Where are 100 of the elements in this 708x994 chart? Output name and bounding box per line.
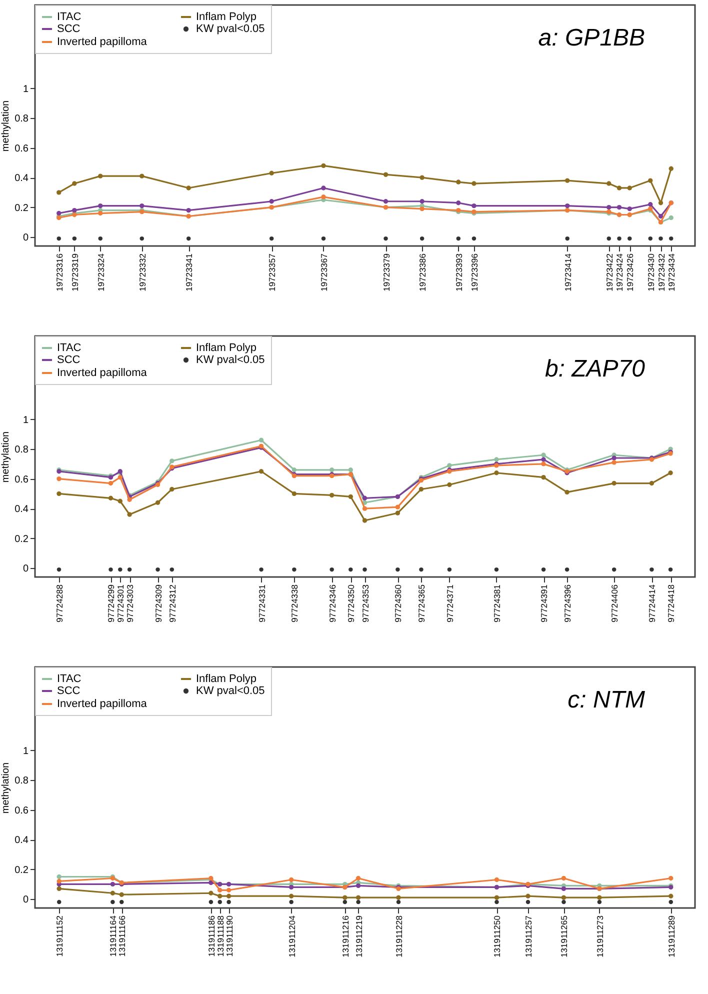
point — [472, 181, 476, 186]
text: c: NTM — [568, 686, 645, 714]
x-tick-label: 131911257 — [523, 915, 534, 958]
point — [186, 186, 191, 190]
y-tick-label: 0.2 — [14, 534, 29, 545]
point — [384, 236, 388, 241]
point — [218, 894, 222, 898]
point — [494, 877, 500, 882]
y-tick-label: 0.8 — [14, 114, 29, 125]
x-tick-label: 97724346 — [327, 584, 338, 622]
y-axis-title: methylation — [0, 100, 12, 152]
point — [565, 178, 570, 183]
y-axis-title: methylation — [0, 762, 12, 814]
point — [118, 498, 122, 504]
point — [56, 878, 62, 884]
point — [494, 470, 499, 476]
point — [628, 236, 632, 241]
x-tick-label: 131911228 — [394, 915, 404, 958]
point — [288, 884, 294, 890]
point — [258, 438, 264, 442]
point — [606, 236, 611, 241]
point — [356, 900, 360, 904]
point — [494, 900, 499, 904]
point — [648, 202, 653, 207]
point — [292, 491, 297, 496]
point — [658, 200, 664, 206]
point — [329, 468, 334, 472]
point — [342, 895, 348, 900]
point — [56, 567, 62, 572]
point — [420, 175, 424, 180]
point — [668, 894, 674, 898]
point — [612, 456, 616, 460]
point — [494, 895, 500, 900]
legend-label: Inverted papilloma — [57, 367, 148, 379]
legend-label: SCC — [57, 354, 80, 366]
x-tick-label: 97724371 — [444, 584, 455, 622]
point — [650, 567, 654, 572]
point — [564, 567, 570, 572]
y-tick-label: 1 — [22, 746, 29, 757]
x-tick-label: 19723324 — [96, 253, 106, 292]
x-tick-label: 97724391 — [539, 584, 550, 622]
point — [668, 215, 674, 220]
point — [562, 900, 566, 904]
legend-label: ITAC — [57, 673, 82, 685]
point — [612, 480, 616, 486]
point — [72, 181, 77, 186]
point — [98, 203, 103, 208]
x-tick-label: 131911273 — [594, 915, 605, 958]
point — [98, 210, 103, 216]
x-tick-label: 131911188 — [215, 915, 226, 957]
point — [420, 206, 424, 212]
x-tick-label: 19723430 — [646, 253, 656, 292]
point — [606, 204, 612, 210]
point — [383, 199, 388, 204]
point — [648, 236, 652, 241]
x-tick-label: 97724414 — [647, 584, 658, 622]
point — [140, 203, 144, 208]
point — [292, 468, 297, 472]
x-tick-label: 19723422 — [604, 253, 614, 292]
y-tick-label: 0.2 — [14, 864, 29, 876]
point — [258, 469, 264, 474]
legend-label: KW pval<0.05 — [196, 23, 265, 35]
point — [541, 462, 546, 466]
x-tick-label: 19723396 — [469, 253, 480, 292]
point — [170, 567, 174, 572]
y-axis-title: methylation — [0, 431, 12, 483]
y-tick-label: 0 — [22, 564, 29, 575]
point — [348, 468, 353, 472]
point — [612, 567, 616, 572]
legend-label: ITAC — [57, 11, 82, 23]
x-tick-label: 97724312 — [167, 584, 178, 622]
point — [606, 181, 612, 186]
x-tick-label: 19723432 — [656, 253, 666, 292]
legend-label: Inflam Polyp — [196, 11, 257, 23]
y-tick-label: 0 — [22, 232, 29, 244]
x-tick-label: 97724309 — [153, 584, 164, 622]
x-tick-label: 131911152 — [54, 915, 65, 957]
point — [56, 476, 62, 482]
point — [627, 186, 632, 190]
x-tick-label: 97724418 — [666, 584, 676, 622]
point — [155, 500, 160, 505]
point — [561, 895, 566, 900]
point — [292, 567, 296, 572]
point — [612, 460, 616, 465]
x-tick-label: 131911190 — [224, 915, 234, 957]
point — [170, 458, 174, 464]
point — [56, 900, 62, 904]
point — [668, 166, 674, 171]
point — [597, 895, 602, 900]
point — [668, 876, 674, 881]
point — [420, 199, 424, 204]
y-tick-label: 0.4 — [14, 504, 29, 516]
legend-label: Inflam Polyp — [196, 342, 257, 354]
point — [208, 880, 214, 886]
y-tick-label: 0 — [22, 894, 29, 906]
point — [395, 510, 400, 516]
point — [321, 194, 326, 200]
text: b: ZAP70 — [544, 356, 646, 382]
x-tick-label: 97724301 — [116, 584, 126, 622]
x-tick-label: 131911186 — [206, 915, 216, 957]
